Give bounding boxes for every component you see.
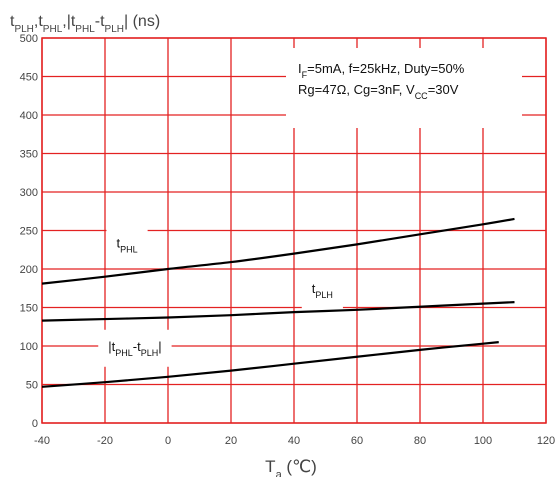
y-tick-label: 400 bbox=[20, 110, 38, 122]
series-label-text: |tPHL-tPLH| bbox=[108, 339, 161, 358]
x-tick-label: 100 bbox=[474, 435, 492, 447]
tick-labels: -40 -20 0 20 40 60 80 100 120 0 50 100 150 200 250 300 3… bbox=[20, 33, 556, 447]
y-tick-label: 100 bbox=[20, 341, 38, 353]
x-tick-label: 0 bbox=[165, 435, 171, 447]
series-line-1 bbox=[41, 217, 515, 285]
series bbox=[41, 217, 515, 388]
conditions-box bbox=[286, 48, 522, 128]
series-labels: tPHL tPLH |tPHL-tPLH| bbox=[98, 226, 343, 367]
x-tick-label: 40 bbox=[288, 435, 300, 447]
x-tick-label: -20 bbox=[97, 435, 113, 447]
x-tick-label: 80 bbox=[414, 435, 426, 447]
axes bbox=[41, 37, 547, 424]
y-tick-label: 50 bbox=[26, 380, 38, 392]
series-label-box bbox=[301, 272, 343, 310]
x-tick-label: 20 bbox=[225, 435, 237, 447]
y-tick-label: 450 bbox=[20, 72, 38, 84]
series-label-1: tPHL bbox=[106, 226, 148, 264]
x-tick-label: -40 bbox=[34, 435, 50, 447]
y-axis-label: tPLH,tPHL,|tPHL-tPLH| (ns) bbox=[10, 13, 160, 35]
series-label-box bbox=[98, 329, 172, 367]
series-line-3 bbox=[41, 341, 499, 388]
y-tick-label: 350 bbox=[20, 149, 38, 161]
x-axis-label: Ta (℃) bbox=[265, 457, 317, 477]
series-label-3: |tPHL-tPLH| bbox=[98, 329, 172, 367]
series-label-text: tPLH bbox=[312, 281, 333, 300]
conditions-note: IF=5mA, f=25kHz, Duty=50% Rg=47Ω, Cg=3nF,… bbox=[286, 48, 522, 128]
series-line-2 bbox=[41, 301, 515, 322]
plot-frame bbox=[41, 37, 547, 424]
y-tick-label: 250 bbox=[20, 226, 38, 238]
y-tick-label: 300 bbox=[20, 187, 38, 199]
x-tick-label: 120 bbox=[537, 435, 555, 447]
y-tick-label: 0 bbox=[32, 418, 38, 430]
conditions-line: Rg=47Ω, Cg=3nF, VCC=30V bbox=[298, 82, 459, 101]
y-tick-label: 200 bbox=[20, 264, 38, 276]
series-label-text: tPHL bbox=[116, 236, 137, 255]
y-tick-label: 150 bbox=[20, 303, 38, 315]
series-label-2: tPLH bbox=[301, 272, 343, 310]
y-tick-label: 500 bbox=[20, 33, 38, 45]
x-tick-label: 60 bbox=[351, 435, 363, 447]
conditions-line: IF=5mA, f=25kHz, Duty=50% bbox=[298, 61, 465, 80]
series-label-box bbox=[106, 226, 148, 264]
